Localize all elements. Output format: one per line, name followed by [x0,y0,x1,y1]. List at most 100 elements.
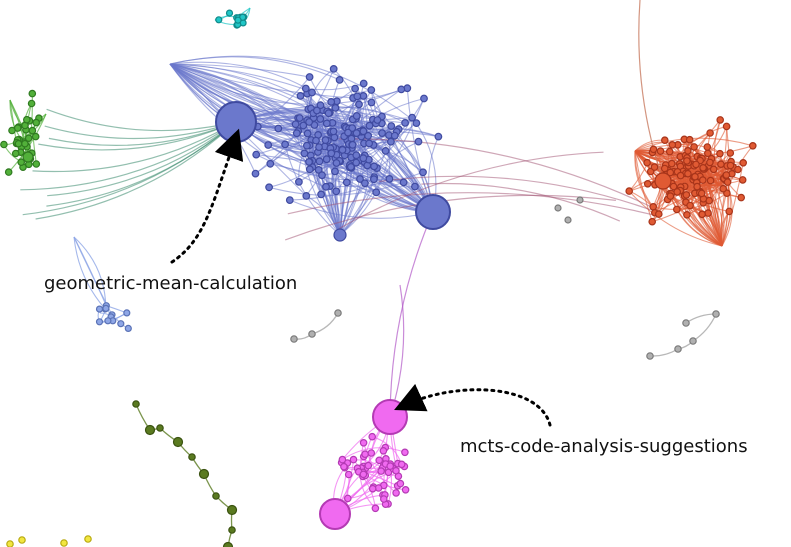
graph-edge [686,214,723,247]
graph-node [352,129,361,138]
graph-node [316,115,325,123]
hub-node [319,498,351,530]
graph-node [117,320,125,328]
graph-node [365,139,374,148]
graph-node [305,165,314,174]
graph-node [719,184,728,193]
graph-node [420,94,428,103]
graph-node [412,119,421,127]
graph-edge [169,63,329,114]
graph-node [352,112,361,120]
graph-node [686,201,694,210]
graph-edge [363,442,397,494]
graph-node [305,157,313,166]
graph-node [102,304,110,312]
graph-node [392,466,400,475]
graph-node [368,484,377,493]
graph-node [706,129,714,137]
graph-node [315,143,323,152]
graph-edge [48,121,237,146]
graph-node [697,189,706,198]
graph-node [676,171,685,180]
graph-node [300,149,309,158]
graph-edge [44,121,237,140]
graph-node [739,159,748,167]
graph-node [379,446,388,455]
graph-node [650,163,659,171]
graph-edge [169,55,417,124]
graph-node [379,495,388,503]
graph-node [372,188,381,197]
graph-node [351,84,360,93]
graph-node [649,145,658,154]
graph-node [322,182,330,191]
graph-node [352,151,361,160]
graph-node [408,113,417,122]
graph-node [308,88,316,97]
graph-node [322,119,331,128]
label-geometric-mean-calculation: geometric-mean-calculation [44,273,297,294]
graph-edge [169,63,310,78]
graph-node [682,191,691,199]
graph-node [290,335,298,343]
graph-node [665,147,674,156]
graph-node [296,91,305,100]
graph-node [737,193,746,202]
graph-node [342,178,351,187]
graph-node [367,98,376,107]
graph-node [698,176,707,184]
graph-node [361,450,369,459]
graph-node [274,124,283,133]
graph-node [332,159,341,167]
graph-node [156,424,164,432]
graph-edge [169,61,364,132]
graph-node [397,460,406,469]
graph-edge [35,121,237,220]
graph-edge [421,182,621,222]
graph-edge [257,76,311,128]
graph-node [364,461,373,470]
graph-edge [378,175,651,211]
hub-node-geometric-mean-calculation [215,101,257,143]
graph-node [303,129,312,138]
graph-node [295,114,304,122]
graph-node [654,210,663,218]
graph-node [317,190,326,199]
graph-node [313,106,321,115]
graph-edge [299,117,341,236]
graph-node [84,535,92,543]
graph-node [299,121,308,130]
graph-node [648,217,657,226]
graph-node [385,174,394,183]
graph-node [693,182,701,191]
graph-node [322,155,331,164]
graph-node [6,540,14,547]
graph-node [18,536,26,544]
graph-node [386,462,395,470]
graph-node [348,140,357,149]
graph-edge [311,312,339,335]
graph-node [349,455,358,464]
graph-node [690,143,698,151]
graph-node [95,305,104,313]
graph-node [291,120,300,129]
graph-node [305,73,314,81]
graph-node [8,126,16,135]
graph-node [32,160,41,168]
graph-node [252,150,261,159]
graph-node [359,470,368,479]
graph-node [716,116,725,124]
graph-edge [649,348,679,357]
graph-node [331,167,339,176]
annotation-arrow-geometric-mean [170,128,244,264]
hub-node [415,194,451,230]
graph-node [554,204,562,212]
graph-node [368,432,377,441]
graph-hubs [22,101,672,530]
graph-node [660,136,669,145]
graph-node [365,121,374,130]
graph-node [401,448,409,457]
graph-node [14,139,23,148]
graph-node [104,317,112,325]
